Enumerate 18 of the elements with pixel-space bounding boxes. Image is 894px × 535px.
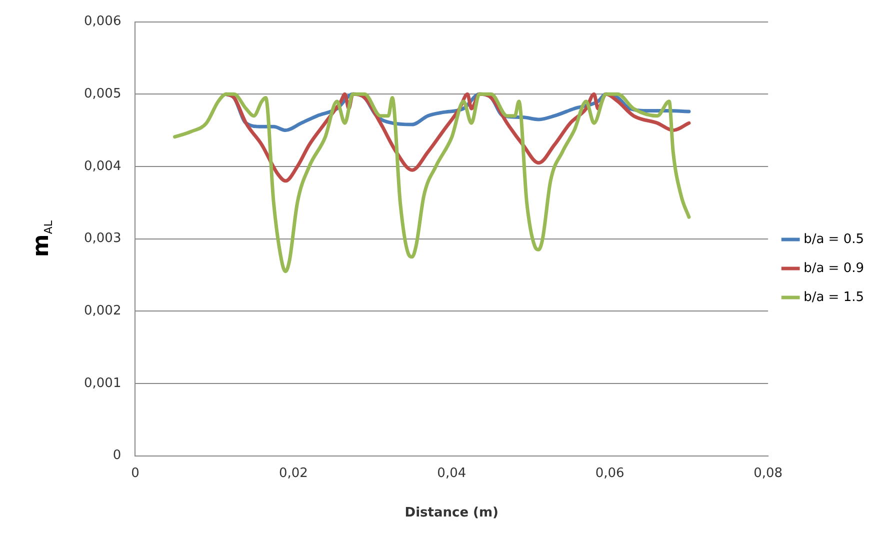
legend-label: b/a = 1.5 [804, 290, 864, 305]
y-tick-label: 0,006 [84, 14, 122, 30]
x-tick-label: 0,08 [754, 466, 783, 481]
y-tick-label: 0,002 [84, 304, 122, 319]
line-series [173, 92, 691, 274]
x-tick-label: 0,04 [437, 466, 466, 481]
legend-label: b/a = 0.5 [804, 232, 864, 247]
x-axis-title: Distance (m) [404, 506, 499, 521]
y-axis-title: mAL [29, 220, 55, 258]
x-tick-label: 0 [131, 466, 140, 481]
x-tick-label: 0,06 [595, 466, 624, 481]
legend-label: b/a = 0.9 [804, 260, 864, 276]
y-tick-label: 0,005 [84, 86, 122, 102]
y-tick-label: 0,001 [84, 376, 122, 391]
y-tick-label: 0,004 [84, 158, 122, 174]
y-tick-label: 0 [112, 448, 122, 464]
y-tick-label: 0,003 [84, 231, 122, 246]
x-tick-label: 0,02 [278, 466, 308, 481]
